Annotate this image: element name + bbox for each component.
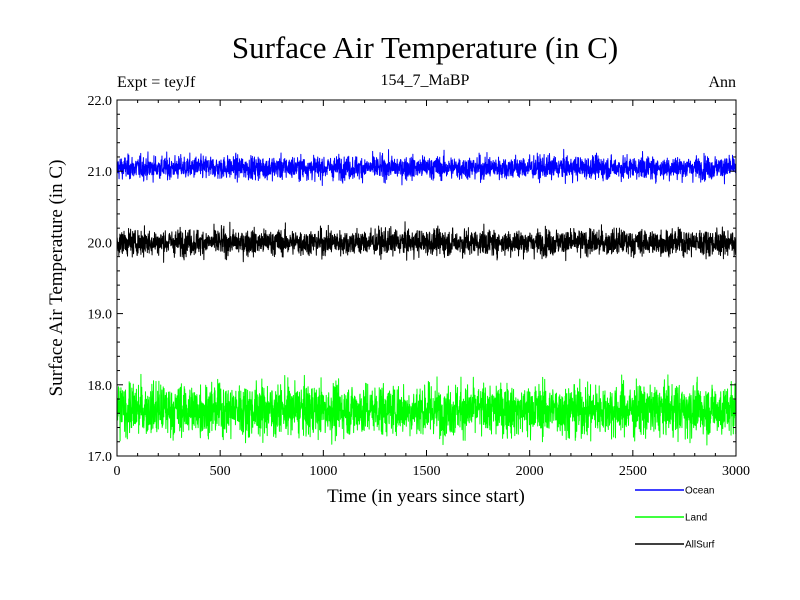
x-tick-label: 2000 bbox=[516, 464, 544, 479]
x-tick-label: 3000 bbox=[722, 464, 750, 479]
x-axis-title: Time (in years since start) bbox=[327, 486, 525, 507]
series-line-ocean bbox=[116, 148, 737, 186]
y-axis-title: Surface Air Temperature (in C) bbox=[46, 160, 67, 397]
legend: Ocean Land AllSurf bbox=[635, 486, 715, 551]
series-layer bbox=[116, 148, 737, 446]
y-tick-label: 19.0 bbox=[88, 308, 113, 323]
axis-layer: 0 500 1000 1500 2000 2500 3000 17.0 18.0 19.0 20.0… bbox=[88, 94, 751, 479]
y-tick-label: 18.0 bbox=[88, 379, 113, 394]
series-line-allsurf bbox=[116, 221, 737, 263]
chart-title: Surface Air Temperature (in C) bbox=[232, 30, 618, 65]
x-tick-label: 1500 bbox=[413, 464, 441, 479]
y-tick-label: 21.0 bbox=[88, 165, 113, 180]
y-tick-label: 17.0 bbox=[88, 450, 113, 465]
experiment-label: Expt = teyJf bbox=[117, 74, 196, 91]
period-label: 154_7_MaBP bbox=[381, 72, 470, 89]
y-tick-label: 20.0 bbox=[88, 236, 113, 251]
season-label: Ann bbox=[708, 74, 736, 91]
x-tick-label: 2500 bbox=[619, 464, 647, 479]
legend-label-allsurf: AllSurf bbox=[685, 540, 715, 551]
series-line-land bbox=[116, 373, 737, 446]
legend-label-land: Land bbox=[685, 513, 707, 524]
y-tick-label: 22.0 bbox=[88, 94, 113, 109]
x-tick-label: 500 bbox=[210, 464, 231, 479]
x-tick-label: 0 bbox=[114, 464, 121, 479]
x-tick-label: 1000 bbox=[309, 464, 337, 479]
legend-label-ocean: Ocean bbox=[685, 486, 714, 497]
